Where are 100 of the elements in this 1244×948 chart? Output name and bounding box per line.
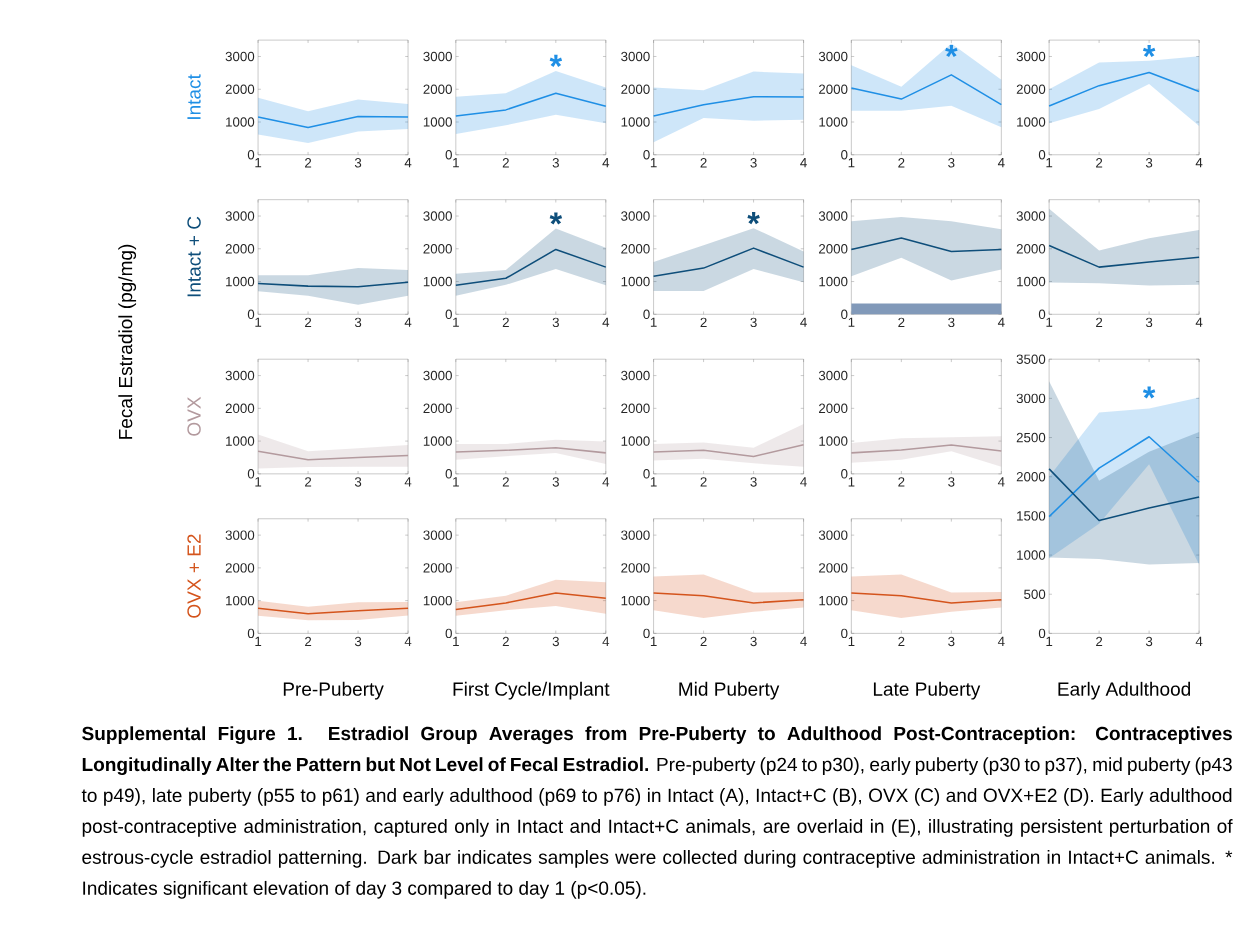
y-tick-label: 1000 <box>226 276 255 287</box>
x-tick-label: 1 <box>1046 636 1053 647</box>
x-tick-label: 4 <box>800 477 807 487</box>
x-tick-label: 2 <box>305 636 312 647</box>
y-tick-label: 2000 <box>621 563 650 573</box>
x-tick-label: 2 <box>502 317 509 328</box>
x-tick-label: 4 <box>800 158 807 168</box>
y-tick-label: 0 <box>841 309 848 320</box>
x-tick-label: 2 <box>700 317 707 328</box>
x-tick-label: 3 <box>750 317 757 328</box>
y-tick-label: 0 <box>445 628 452 639</box>
x-tick-label: 1 <box>453 636 459 647</box>
x-tick-label: 3 <box>948 636 955 647</box>
y-tick-label: 0 <box>247 309 255 320</box>
y-tick-label: 2000 <box>621 244 650 254</box>
x-tick-label: 4 <box>1195 636 1203 647</box>
y-tick-label: 0 <box>841 150 848 160</box>
x-tick-label: 1 <box>650 158 657 168</box>
x-tick-label: 3 <box>354 158 362 168</box>
y-tick-label: 3000 <box>818 51 848 62</box>
x-tick-label: 3 <box>1145 317 1153 328</box>
y-tick-label: 3000 <box>621 211 650 221</box>
y-tick-label: 500 <box>1024 589 1046 600</box>
y-tick-label: 2000 <box>1016 84 1046 95</box>
line-series <box>850 444 1003 454</box>
x-axis-title: Early Adulthood <box>1058 681 1191 700</box>
x-tick-label: 3 <box>750 636 757 647</box>
line-series <box>652 444 805 458</box>
y-tick-label: 2000 <box>423 84 452 95</box>
y-axis-title: Intact <box>187 74 201 120</box>
y-tick-label: 3500 <box>1016 354 1046 365</box>
x-tick-label: 3 <box>354 317 362 328</box>
y-tick-label: 3000 <box>621 371 650 381</box>
y-tick-label: 3000 <box>423 211 452 221</box>
y-tick-label: 0 <box>247 628 255 639</box>
x-tick-label: 1 <box>848 636 855 647</box>
y-tick-label: 0 <box>445 469 452 479</box>
x-tick-label: 4 <box>1195 317 1203 327</box>
y-tick-label: 1000 <box>1017 117 1046 127</box>
x-tick-label: 1 <box>453 158 459 168</box>
y-tick-label: 1000 <box>819 596 848 606</box>
x-tick-label: 2 <box>898 477 905 487</box>
y-tick-label: 1000 <box>621 276 650 287</box>
y-tick-label: 0 <box>643 309 650 320</box>
x-tick-label: 3 <box>354 477 362 487</box>
y-tick-label: 2000 <box>621 84 650 95</box>
x-tick-label: 4 <box>602 477 610 487</box>
y-tick-label: 3000 <box>225 371 255 381</box>
x-axis-title: First Cycle/Implant <box>453 681 610 700</box>
y-tick-label: 2000 <box>819 403 848 414</box>
line-series <box>455 248 607 287</box>
y-tick-label: 0 <box>841 628 848 639</box>
y-tick-label: 3000 <box>1016 51 1046 62</box>
y-tick-label: 2000 <box>621 403 650 414</box>
y-tick-label: 1000 <box>1017 550 1046 560</box>
y-tick-label: 1000 <box>423 436 452 446</box>
x-tick-label: 3 <box>750 158 757 168</box>
x-tick-label: 2 <box>305 317 312 328</box>
x-tick-label: 3 <box>750 477 757 487</box>
y-tick-label: 3000 <box>225 530 255 540</box>
y-tick-label: 2000 <box>423 403 452 414</box>
y-tick-label: 1000 <box>226 436 255 446</box>
x-tick-label: 2 <box>700 636 707 647</box>
x-tick-label: 4 <box>404 636 412 647</box>
x-axis-title: Pre-Puberty <box>283 681 384 700</box>
y-tick-label: 2000 <box>225 563 255 573</box>
x-tick-label: 4 <box>404 317 412 327</box>
y-tick-label: 1500 <box>1017 511 1046 521</box>
x-tick-label: 4 <box>602 158 610 168</box>
line-series <box>455 92 607 118</box>
x-tick-label: 4 <box>800 636 807 647</box>
y-tick-label: 2500 <box>1016 432 1046 443</box>
y-tick-label: 3000 <box>818 211 848 221</box>
x-tick-label: 2 <box>1096 158 1103 168</box>
y-tick-label: 0 <box>247 469 255 479</box>
x-tick-label: 1 <box>848 477 855 487</box>
text: Supplemental Figure 1. Estradiol Group Averages from Pre-Puberty to Adulthood Post-Contraception: Contraceptives Longitudinally Alter the Pattern but Not Level of Fecal Estradiol. Pre-puberty (p24 to p30), early puberty (p30 to p37), mid puberty (p43 to p49), late puberty (p55 to p61) and early adulthood (p69 to p76) in Intact (A), Intact+C (B), OVX (C) and OVX+E2 (D). Early adulthood post-contraceptive administration, captured only in Intact and Intact+C animals, are overlaid in (E), illustrating persistent perturbation of estrous-cycle estradiol patterning. Dark bar indicates samples were collected during contraceptive administration in Intact+C animals. * Indicates significant elevation of day 3 compared to day 1 (p<0.05). <box>81 726 1233 899</box>
x-tick-label: 4 <box>997 317 1005 327</box>
y-tick-label: 3000 <box>423 51 452 62</box>
x-tick-label: 1 <box>1046 317 1053 327</box>
x-tick-label: 3 <box>552 158 559 168</box>
annotation: * <box>549 212 563 225</box>
y-tick-label: 0 <box>445 150 452 160</box>
y-tick-label: 0 <box>445 309 452 320</box>
x-tick-label: 1 <box>650 636 657 647</box>
y-tick-label: 0 <box>1038 150 1046 160</box>
x-tick-label: 1 <box>650 317 657 327</box>
x-tick-label: 4 <box>602 317 610 327</box>
y-tick-label: 1000 <box>1017 276 1046 287</box>
line-series <box>455 592 607 611</box>
y-tick-label: 0 <box>1038 628 1046 639</box>
y-tick-label: 2000 <box>225 84 255 95</box>
y-tick-label: 3000 <box>1016 211 1046 221</box>
y-tick-label: 1000 <box>621 117 650 127</box>
annotation: * <box>549 54 563 68</box>
y-tick-label: 1000 <box>819 436 848 446</box>
y-tick-label: 0 <box>643 150 650 160</box>
x-tick-label: 3 <box>948 477 955 487</box>
x-tick-label: 3 <box>552 636 559 647</box>
x-tick-label: 4 <box>800 317 807 327</box>
